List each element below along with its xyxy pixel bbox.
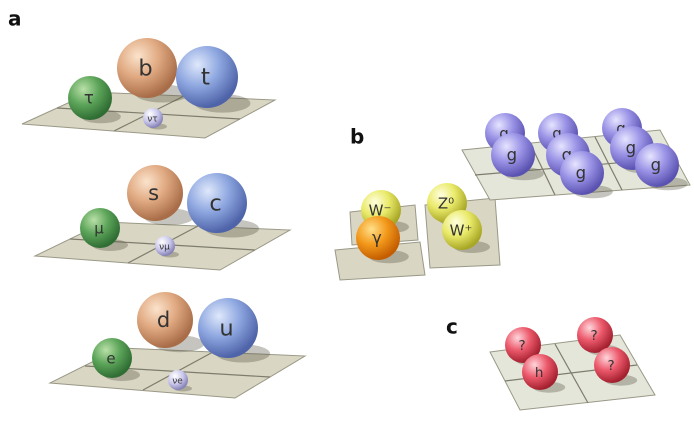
particle: [198, 298, 258, 358]
particle: [127, 165, 183, 221]
particle: [68, 76, 112, 120]
particle-label: g: [562, 146, 572, 165]
particle-label: g: [576, 164, 586, 183]
particle: [491, 133, 535, 177]
particle-label: g: [499, 125, 509, 143]
particle-label: g: [616, 120, 626, 138]
particle: [522, 354, 558, 390]
particle: [155, 236, 175, 256]
particle: [117, 38, 177, 98]
particle-label: νμ: [159, 243, 170, 253]
particle-label: c: [209, 191, 221, 217]
particle-label: g: [552, 125, 562, 143]
particle: [92, 338, 132, 378]
particle: [137, 292, 193, 348]
particle-label: g: [651, 156, 661, 175]
particle-label: s: [148, 181, 159, 205]
panel-label: b: [350, 125, 364, 149]
particle-label: μ: [94, 220, 104, 238]
particle-label: d: [157, 308, 170, 332]
particle: [176, 46, 238, 108]
particle: [505, 327, 541, 363]
panel-label: c: [446, 315, 458, 339]
particle-label: t: [201, 64, 210, 91]
particle: [560, 151, 604, 195]
particle: [356, 216, 400, 260]
particle: [577, 317, 613, 353]
particle: [168, 370, 188, 390]
particle-label: h: [535, 365, 544, 381]
particle-label: e: [106, 350, 115, 368]
particle-label: γ: [372, 229, 382, 248]
particle-label: g: [507, 146, 517, 165]
particle: [635, 143, 679, 187]
particle: [187, 173, 247, 233]
particle-label: g: [626, 139, 636, 158]
particle-label: W⁺: [450, 222, 473, 240]
particle-label: u: [219, 316, 233, 342]
particle-label: W⁻: [369, 202, 392, 220]
particle: [442, 210, 482, 250]
particle-label: ?: [608, 358, 615, 374]
particle-label: ντ: [147, 115, 157, 125]
particle-label: ?: [519, 338, 526, 354]
particle-label: ?: [591, 328, 598, 344]
particle-label: Z⁰: [438, 195, 454, 213]
particle: [594, 347, 630, 383]
particle-label: τ: [84, 89, 94, 108]
particle: [143, 108, 163, 128]
particle-label: b: [138, 56, 152, 82]
particle: [80, 208, 120, 248]
particle-label: νe: [172, 377, 183, 387]
panel-label: a: [8, 7, 22, 31]
